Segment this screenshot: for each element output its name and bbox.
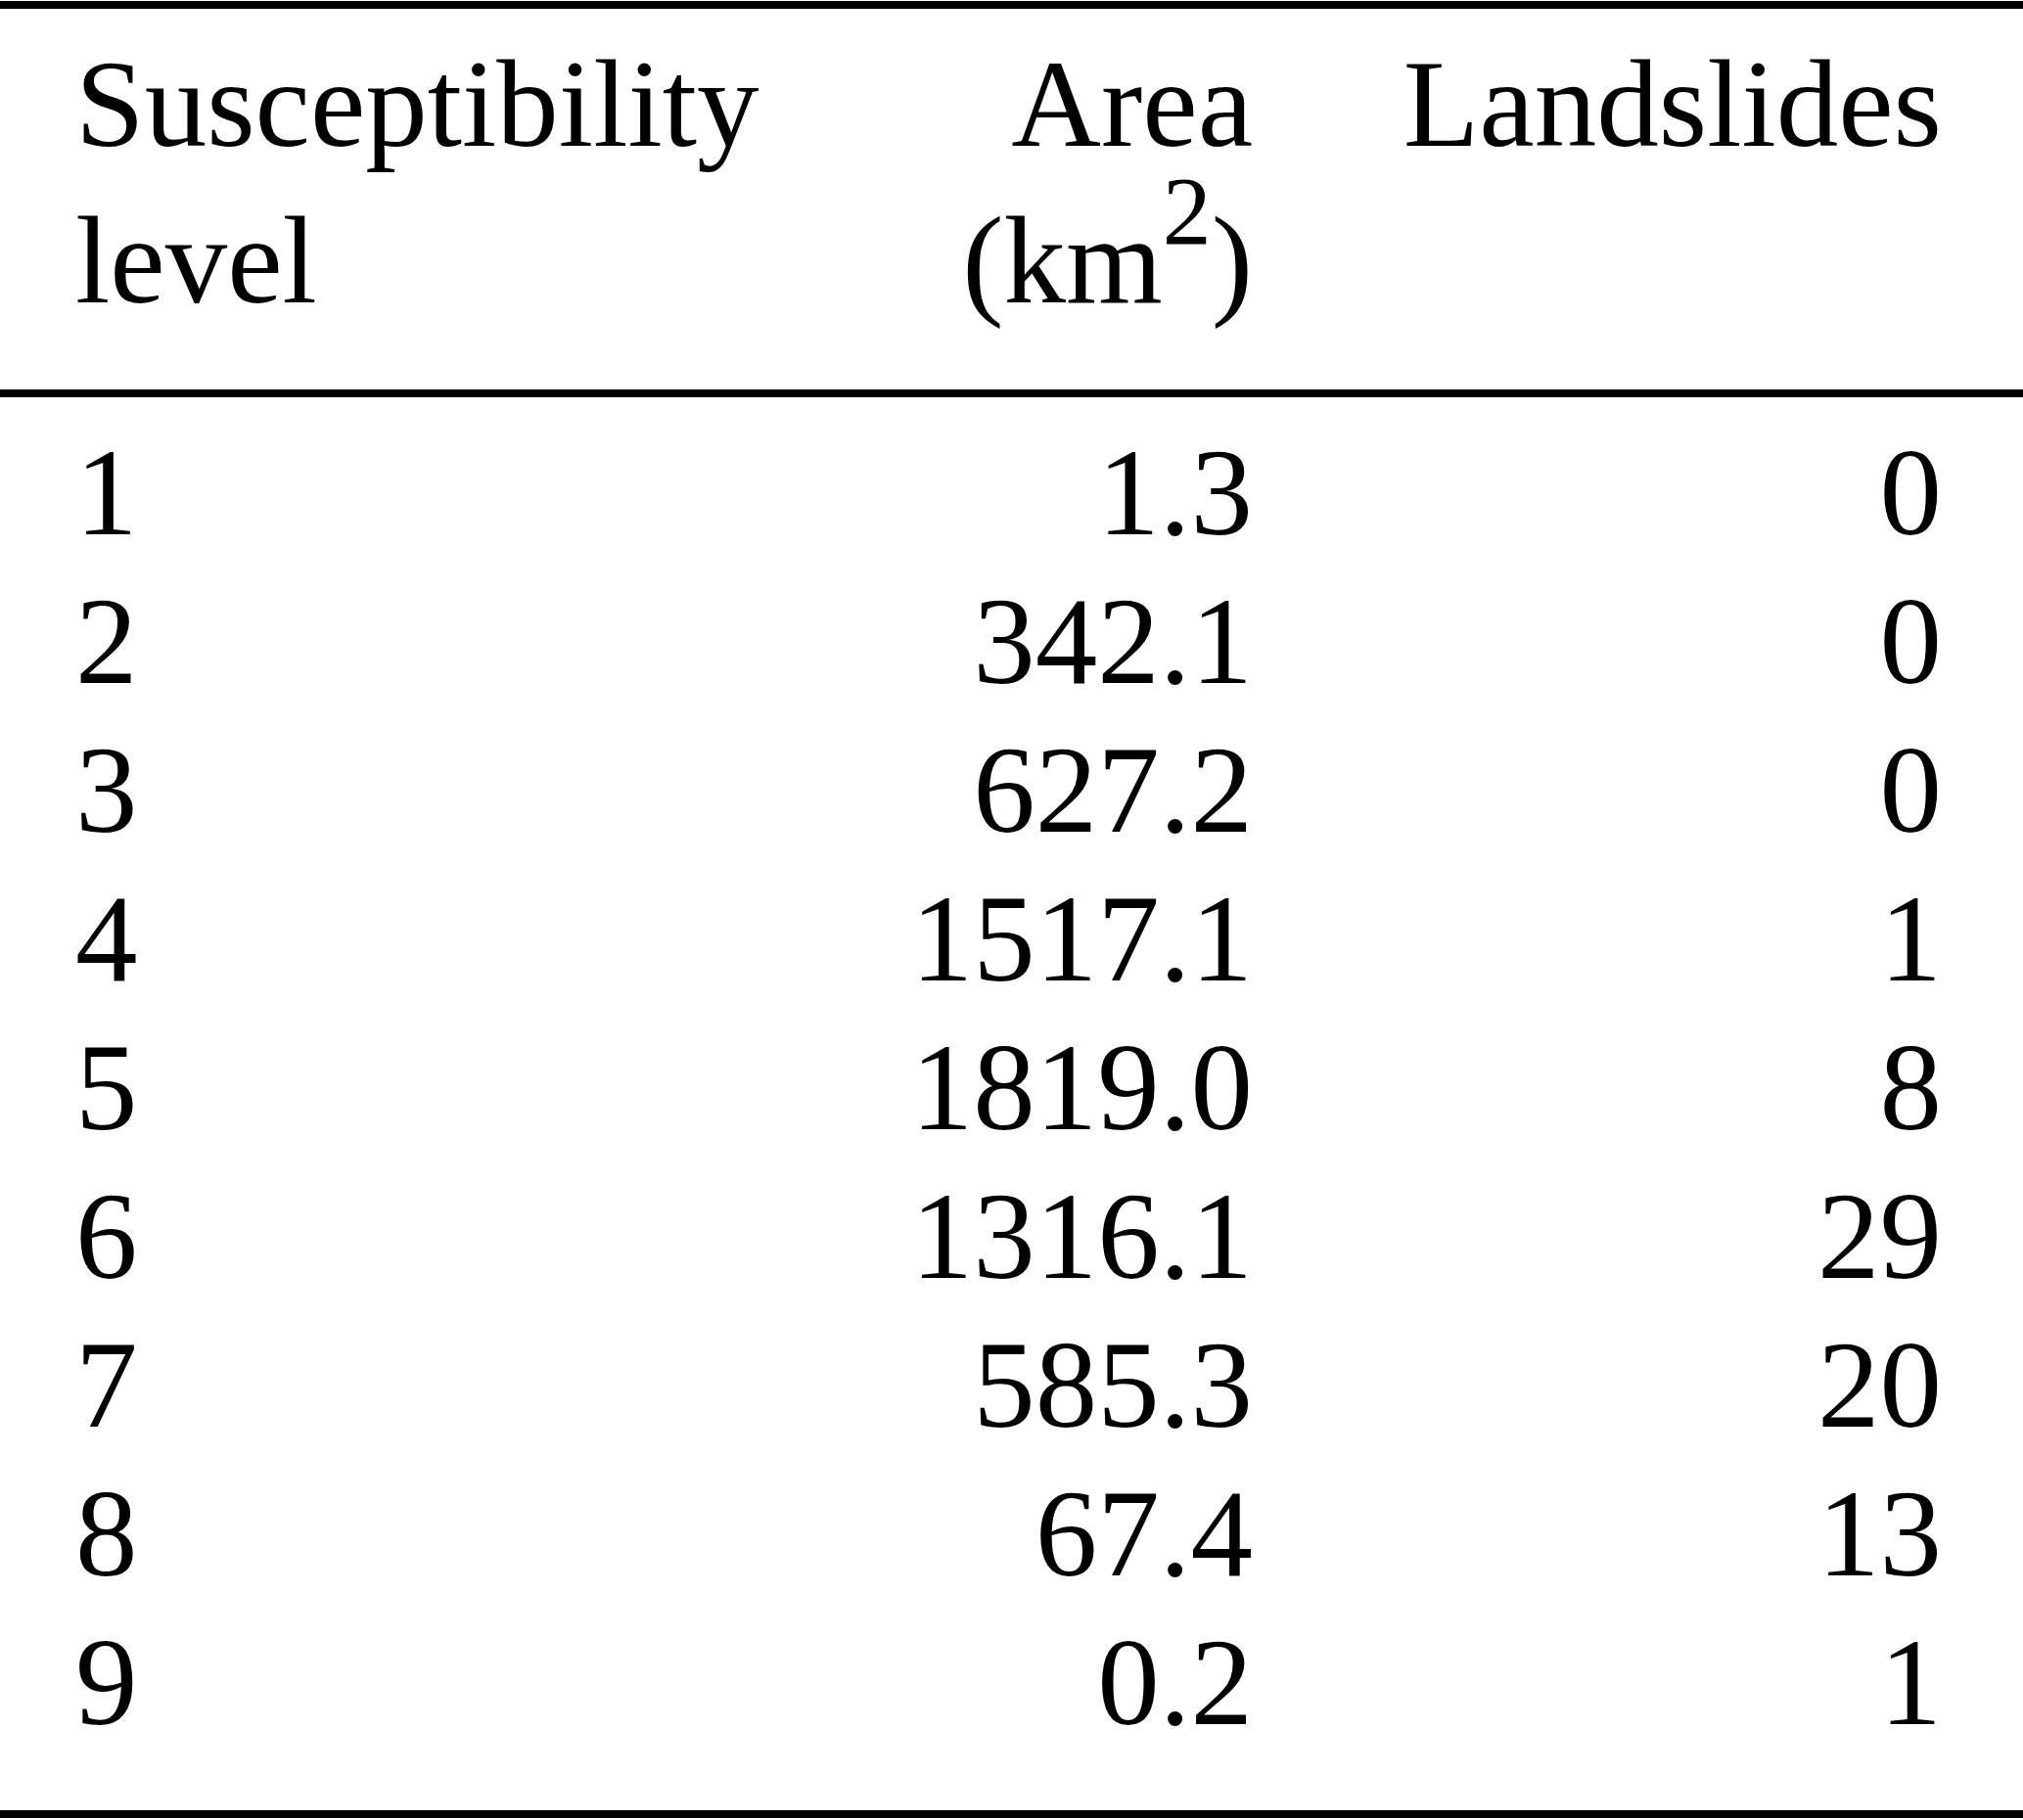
table-row: 5 1819.0 8: [0, 1013, 2023, 1161]
cell-level: 7: [0, 1310, 803, 1459]
susceptibility-table: Susceptibility level Area (km2) Landslid…: [0, 1, 2023, 1818]
header-line-landslides: Landslides: [1403, 35, 1942, 172]
cell-landslides: 0: [1253, 393, 2023, 567]
header-susceptibility-level: Susceptibility level: [0, 5, 803, 393]
cell-level: 1: [0, 393, 803, 567]
cell-landslides: 13: [1253, 1459, 2023, 1608]
cell-area: 1517.1: [803, 864, 1253, 1013]
table-row: 8 67.4 13: [0, 1459, 2023, 1608]
table-row: 4 1517.1 1: [0, 864, 2023, 1013]
cell-landslides: 20: [1253, 1310, 2023, 1459]
cell-level: 6: [0, 1161, 803, 1310]
cell-level: 3: [0, 715, 803, 864]
table-header: Susceptibility level Area (km2) Landslid…: [0, 5, 2023, 393]
cell-area: 67.4: [803, 1459, 1253, 1608]
cell-level: 4: [0, 864, 803, 1013]
area-unit-open: (km: [962, 192, 1163, 329]
header-line-area: Area: [1011, 35, 1253, 172]
table-header-row: Susceptibility level Area (km2) Landslid…: [0, 5, 2023, 393]
table-row: 2 342.1 0: [0, 567, 2023, 715]
cell-area: 1.3: [803, 393, 1253, 567]
cell-level: 8: [0, 1459, 803, 1608]
header-landslides: Landslides: [1253, 5, 2023, 393]
table-row: 1 1.3 0: [0, 393, 2023, 567]
table-row: 7 585.3 20: [0, 1310, 2023, 1459]
table-body: 1 1.3 0 2 342.1 0 3 627.2 0 4 1517.1 1 5: [0, 393, 2023, 1814]
cell-level: 2: [0, 567, 803, 715]
header-line-level: level: [75, 192, 317, 329]
cell-landslides: 1: [1253, 864, 2023, 1013]
cell-landslides: 0: [1253, 715, 2023, 864]
table-row: 6 1316.1 29: [0, 1161, 2023, 1310]
cell-landslides: 0: [1253, 567, 2023, 715]
cell-landslides: 8: [1253, 1013, 2023, 1161]
paper-table-page: Susceptibility level Area (km2) Landslid…: [0, 0, 2023, 1820]
cell-area: 585.3: [803, 1310, 1253, 1459]
cell-area: 627.2: [803, 715, 1253, 864]
header-line-susceptibility: Susceptibility: [75, 35, 759, 172]
area-unit-superscript: 2: [1163, 157, 1212, 265]
cell-level: 5: [0, 1013, 803, 1161]
cell-area: 1819.0: [803, 1013, 1253, 1161]
cell-landslides: 29: [1253, 1161, 2023, 1310]
cell-landslides: 1: [1253, 1608, 2023, 1814]
area-unit-close: ): [1212, 192, 1253, 329]
table-row: 9 0.2 1: [0, 1608, 2023, 1814]
cell-level: 9: [0, 1608, 803, 1814]
cell-area: 342.1: [803, 567, 1253, 715]
cell-area: 1316.1: [803, 1161, 1253, 1310]
header-area: Area (km2): [803, 5, 1253, 393]
cell-area: 0.2: [803, 1608, 1253, 1814]
table-row: 3 627.2 0: [0, 715, 2023, 864]
